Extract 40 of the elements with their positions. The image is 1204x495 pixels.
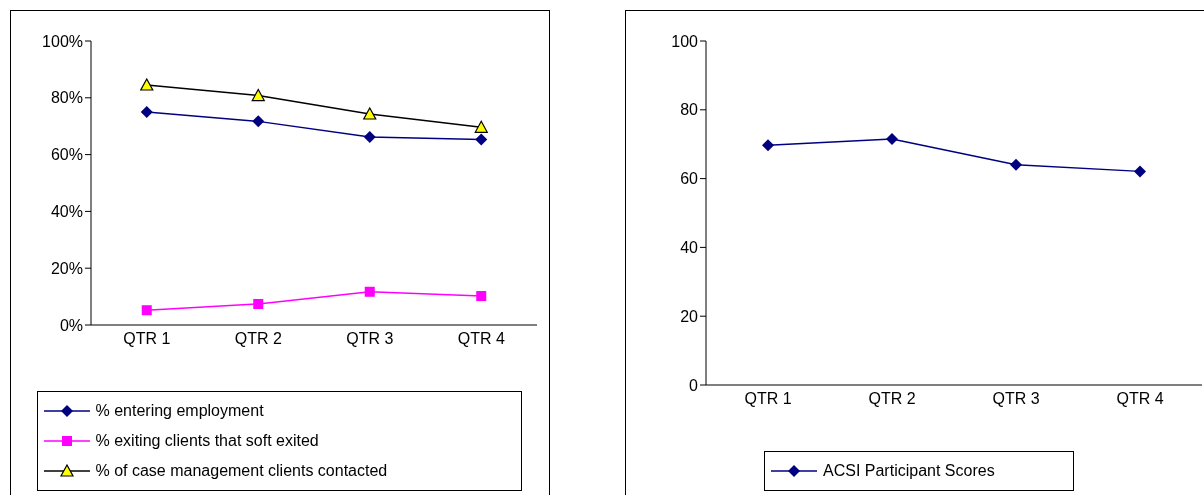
point — [474, 120, 488, 133]
point — [886, 133, 898, 146]
y-tick-label: 100 — [671, 32, 699, 50]
legend-label: ACSI Participant Scores — [823, 462, 995, 480]
point — [140, 106, 153, 118]
point — [1134, 165, 1146, 178]
point — [363, 107, 377, 120]
y-tick-label: 0% — [59, 316, 83, 334]
x-tick-label: QTR 2 — [234, 330, 282, 348]
x-tick-label: QTR 2 — [868, 390, 916, 408]
point — [364, 286, 375, 297]
x-tick-label: QTR 4 — [1116, 390, 1164, 408]
x-tick-label: QTR 3 — [992, 390, 1040, 408]
y-tick-label: 40 — [680, 239, 699, 257]
x-tick-label: QTR 4 — [457, 330, 505, 348]
point — [476, 291, 487, 302]
legend-label: % of case management clients contacted — [95, 462, 388, 480]
legend-label: % exiting clients that soft exited — [95, 432, 319, 450]
point — [141, 305, 152, 316]
point — [251, 88, 265, 102]
y-tick-label: 60 — [680, 170, 699, 188]
x-tick-label: QTR 1 — [744, 390, 792, 408]
legend-label: % entering employment — [95, 402, 264, 420]
point — [762, 139, 774, 152]
point — [363, 130, 376, 143]
point — [140, 78, 154, 91]
y-tick-label: 60% — [50, 146, 83, 164]
x-tick-label: QTR 3 — [346, 330, 394, 348]
point — [1010, 158, 1022, 171]
point — [252, 115, 265, 128]
y-tick-label: 20% — [50, 259, 83, 277]
point — [475, 133, 488, 146]
y-tick-label: 40% — [50, 203, 83, 221]
y-tick-label: 80 — [680, 101, 699, 119]
y-tick-label: 100% — [42, 32, 83, 50]
x-tick-label: QTR 1 — [123, 330, 171, 348]
y-tick-label: 0 — [689, 376, 699, 394]
y-tick-label: 20 — [680, 307, 699, 325]
y-tick-label: 80% — [50, 89, 83, 107]
point — [253, 298, 264, 309]
